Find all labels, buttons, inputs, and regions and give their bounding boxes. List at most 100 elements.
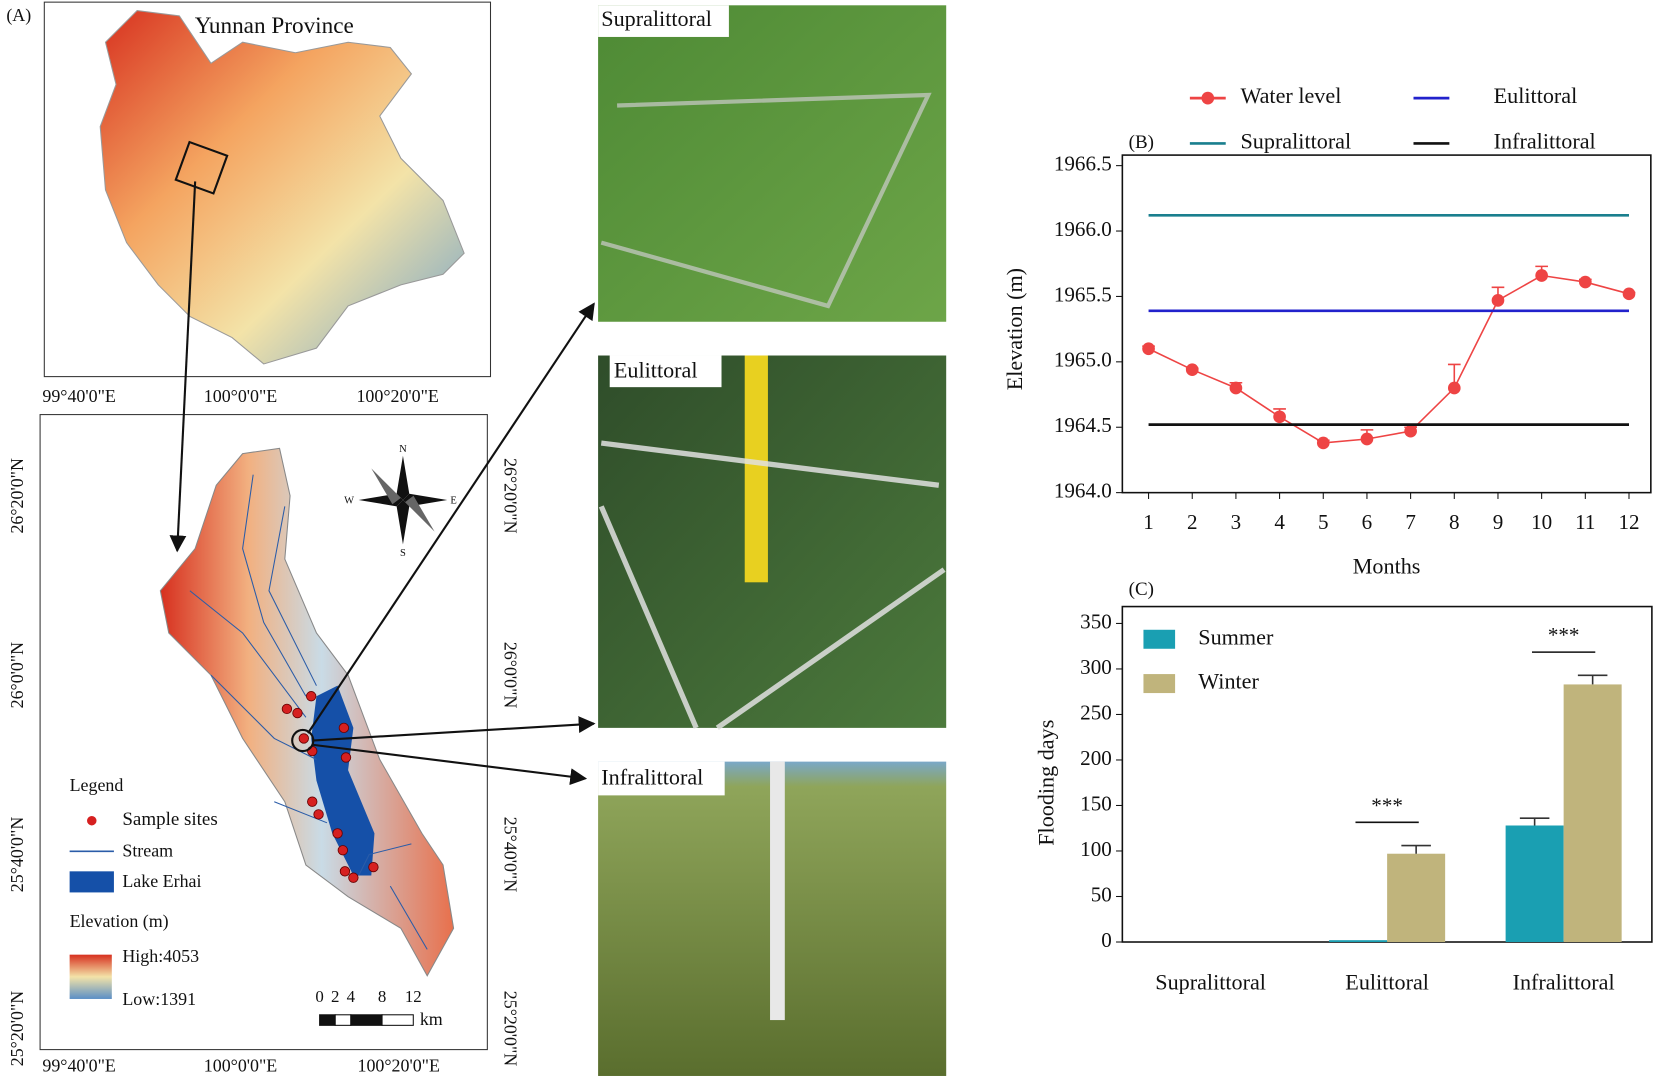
bar <box>1563 684 1622 943</box>
y-tick-label: 300 <box>1080 655 1112 679</box>
point <box>1491 294 1505 307</box>
point <box>1185 363 1199 377</box>
annotation: *** <box>1548 623 1580 647</box>
x-tick-label: 5 <box>1318 510 1329 534</box>
photo-eulittoral <box>598 355 947 728</box>
legend-label: Winter <box>1198 669 1259 694</box>
x-tick-label: 6 <box>1362 510 1373 534</box>
chart-title: (C) <box>1129 579 1154 600</box>
y-tick-label: 350 <box>1080 609 1112 633</box>
legend-label: Supralittoral <box>1241 129 1352 154</box>
photo-label-bg <box>598 5 729 37</box>
chart-title: (B) <box>1129 132 1154 153</box>
compass-label: N <box>399 444 407 455</box>
error-bar <box>1401 844 1431 854</box>
legend-swatch <box>69 871 114 893</box>
photo-label: Infralittoral <box>601 765 703 790</box>
legend-swatch <box>1201 91 1215 105</box>
elevation-ramp <box>69 954 112 999</box>
legend-title: Elevation (m) <box>70 911 169 932</box>
photo-label: Supralittoral <box>601 6 712 31</box>
ruler <box>744 355 768 583</box>
basin-map <box>159 447 455 977</box>
x-tick-label: 11 <box>1575 510 1595 534</box>
lon-label: 100°20'0"E <box>358 1056 440 1076</box>
y-tick-label: 1964.0 <box>1054 478 1112 502</box>
y-axis-label: Elevation (m) <box>1002 268 1027 390</box>
scale-tick-label: 4 <box>347 987 356 1006</box>
point <box>1360 432 1374 446</box>
x-tick-label: 2 <box>1187 510 1198 534</box>
photo-supralittoral <box>598 5 947 322</box>
y-tick-label: 1964.5 <box>1054 413 1112 437</box>
y-tick-label: 1965.5 <box>1054 282 1112 306</box>
point <box>1142 342 1155 356</box>
scale-segment <box>381 1014 414 1026</box>
lon-label: 100°0'0"E <box>204 386 278 406</box>
quadrat-frame <box>598 440 946 731</box>
quadrat-frame <box>600 92 932 309</box>
sample-sites <box>281 691 379 883</box>
series-line <box>1148 274 1630 444</box>
point <box>1273 410 1286 424</box>
lon-label: 100°20'0"E <box>356 386 438 406</box>
lake-erhai <box>311 685 375 876</box>
bar <box>1329 940 1388 943</box>
x-tick-label: 3 <box>1231 510 1242 534</box>
scale-segment <box>334 1014 352 1026</box>
scale-segment <box>350 1014 383 1026</box>
x-tick-label: Supralittoral <box>1155 969 1266 994</box>
legend-label: Summer <box>1198 624 1274 649</box>
map-title: Yunnan Province <box>195 13 354 39</box>
y-tick-label: 1966.0 <box>1054 217 1112 241</box>
scale-tick-label: 12 <box>405 987 422 1006</box>
legend-label: High:4053 <box>122 946 199 966</box>
point <box>1535 269 1548 282</box>
legend-label: Low:1391 <box>122 989 196 1009</box>
compass <box>358 455 448 545</box>
compass-label: W <box>344 496 354 507</box>
bar <box>1387 853 1446 943</box>
error-bar <box>1577 674 1608 685</box>
lat-label: 26°0'0"N <box>7 642 27 709</box>
compass-label: E <box>450 496 456 507</box>
legend-label: Stream <box>122 840 173 860</box>
ruler <box>770 761 785 1021</box>
x-tick-label: Eulittoral <box>1345 969 1429 994</box>
legend-label: Lake Erhai <box>122 871 201 891</box>
legend-label: Water level <box>1241 83 1342 108</box>
y-tick-label: 0 <box>1101 928 1112 952</box>
lat-label: 26°20'0"N <box>500 458 520 534</box>
point <box>1578 275 1592 289</box>
photo-label-bg <box>609 355 722 388</box>
compass-label: S <box>400 548 406 559</box>
point <box>1316 436 1330 450</box>
photo-label-bg <box>598 761 725 796</box>
lon-label: 99°40'0"E <box>42 386 116 406</box>
annotation: *** <box>1371 793 1403 817</box>
photo-label: Eulittoral <box>614 357 698 382</box>
point <box>1447 381 1461 395</box>
x-tick-label: 8 <box>1449 510 1460 534</box>
legend-label: Sample sites <box>122 809 217 830</box>
lon-label: 100°0'0"E <box>204 1056 278 1076</box>
x-tick-label: 1 <box>1143 510 1154 534</box>
lat-label: 25°40'0"N <box>500 817 520 893</box>
x-tick-label: 9 <box>1493 510 1504 534</box>
legend-swatch <box>1143 674 1176 694</box>
legend-swatch <box>1143 629 1176 649</box>
scale-unit: km <box>420 1009 443 1029</box>
x-tick-label: 7 <box>1405 510 1416 534</box>
point <box>1622 287 1636 301</box>
lat-label: 26°0'0"N <box>500 642 520 709</box>
bar <box>1505 825 1564 943</box>
x-tick-label: 4 <box>1274 510 1285 534</box>
y-tick-label: 1966.5 <box>1054 151 1112 175</box>
x-axis-label: Months <box>1353 554 1421 579</box>
scale-tick-label: 2 <box>331 987 339 1006</box>
y-axis-label: Flooding days <box>1034 720 1059 846</box>
y-tick-label: 100 <box>1080 837 1112 861</box>
y-tick-label: 50 <box>1091 882 1112 906</box>
x-tick-label: 10 <box>1531 510 1552 534</box>
